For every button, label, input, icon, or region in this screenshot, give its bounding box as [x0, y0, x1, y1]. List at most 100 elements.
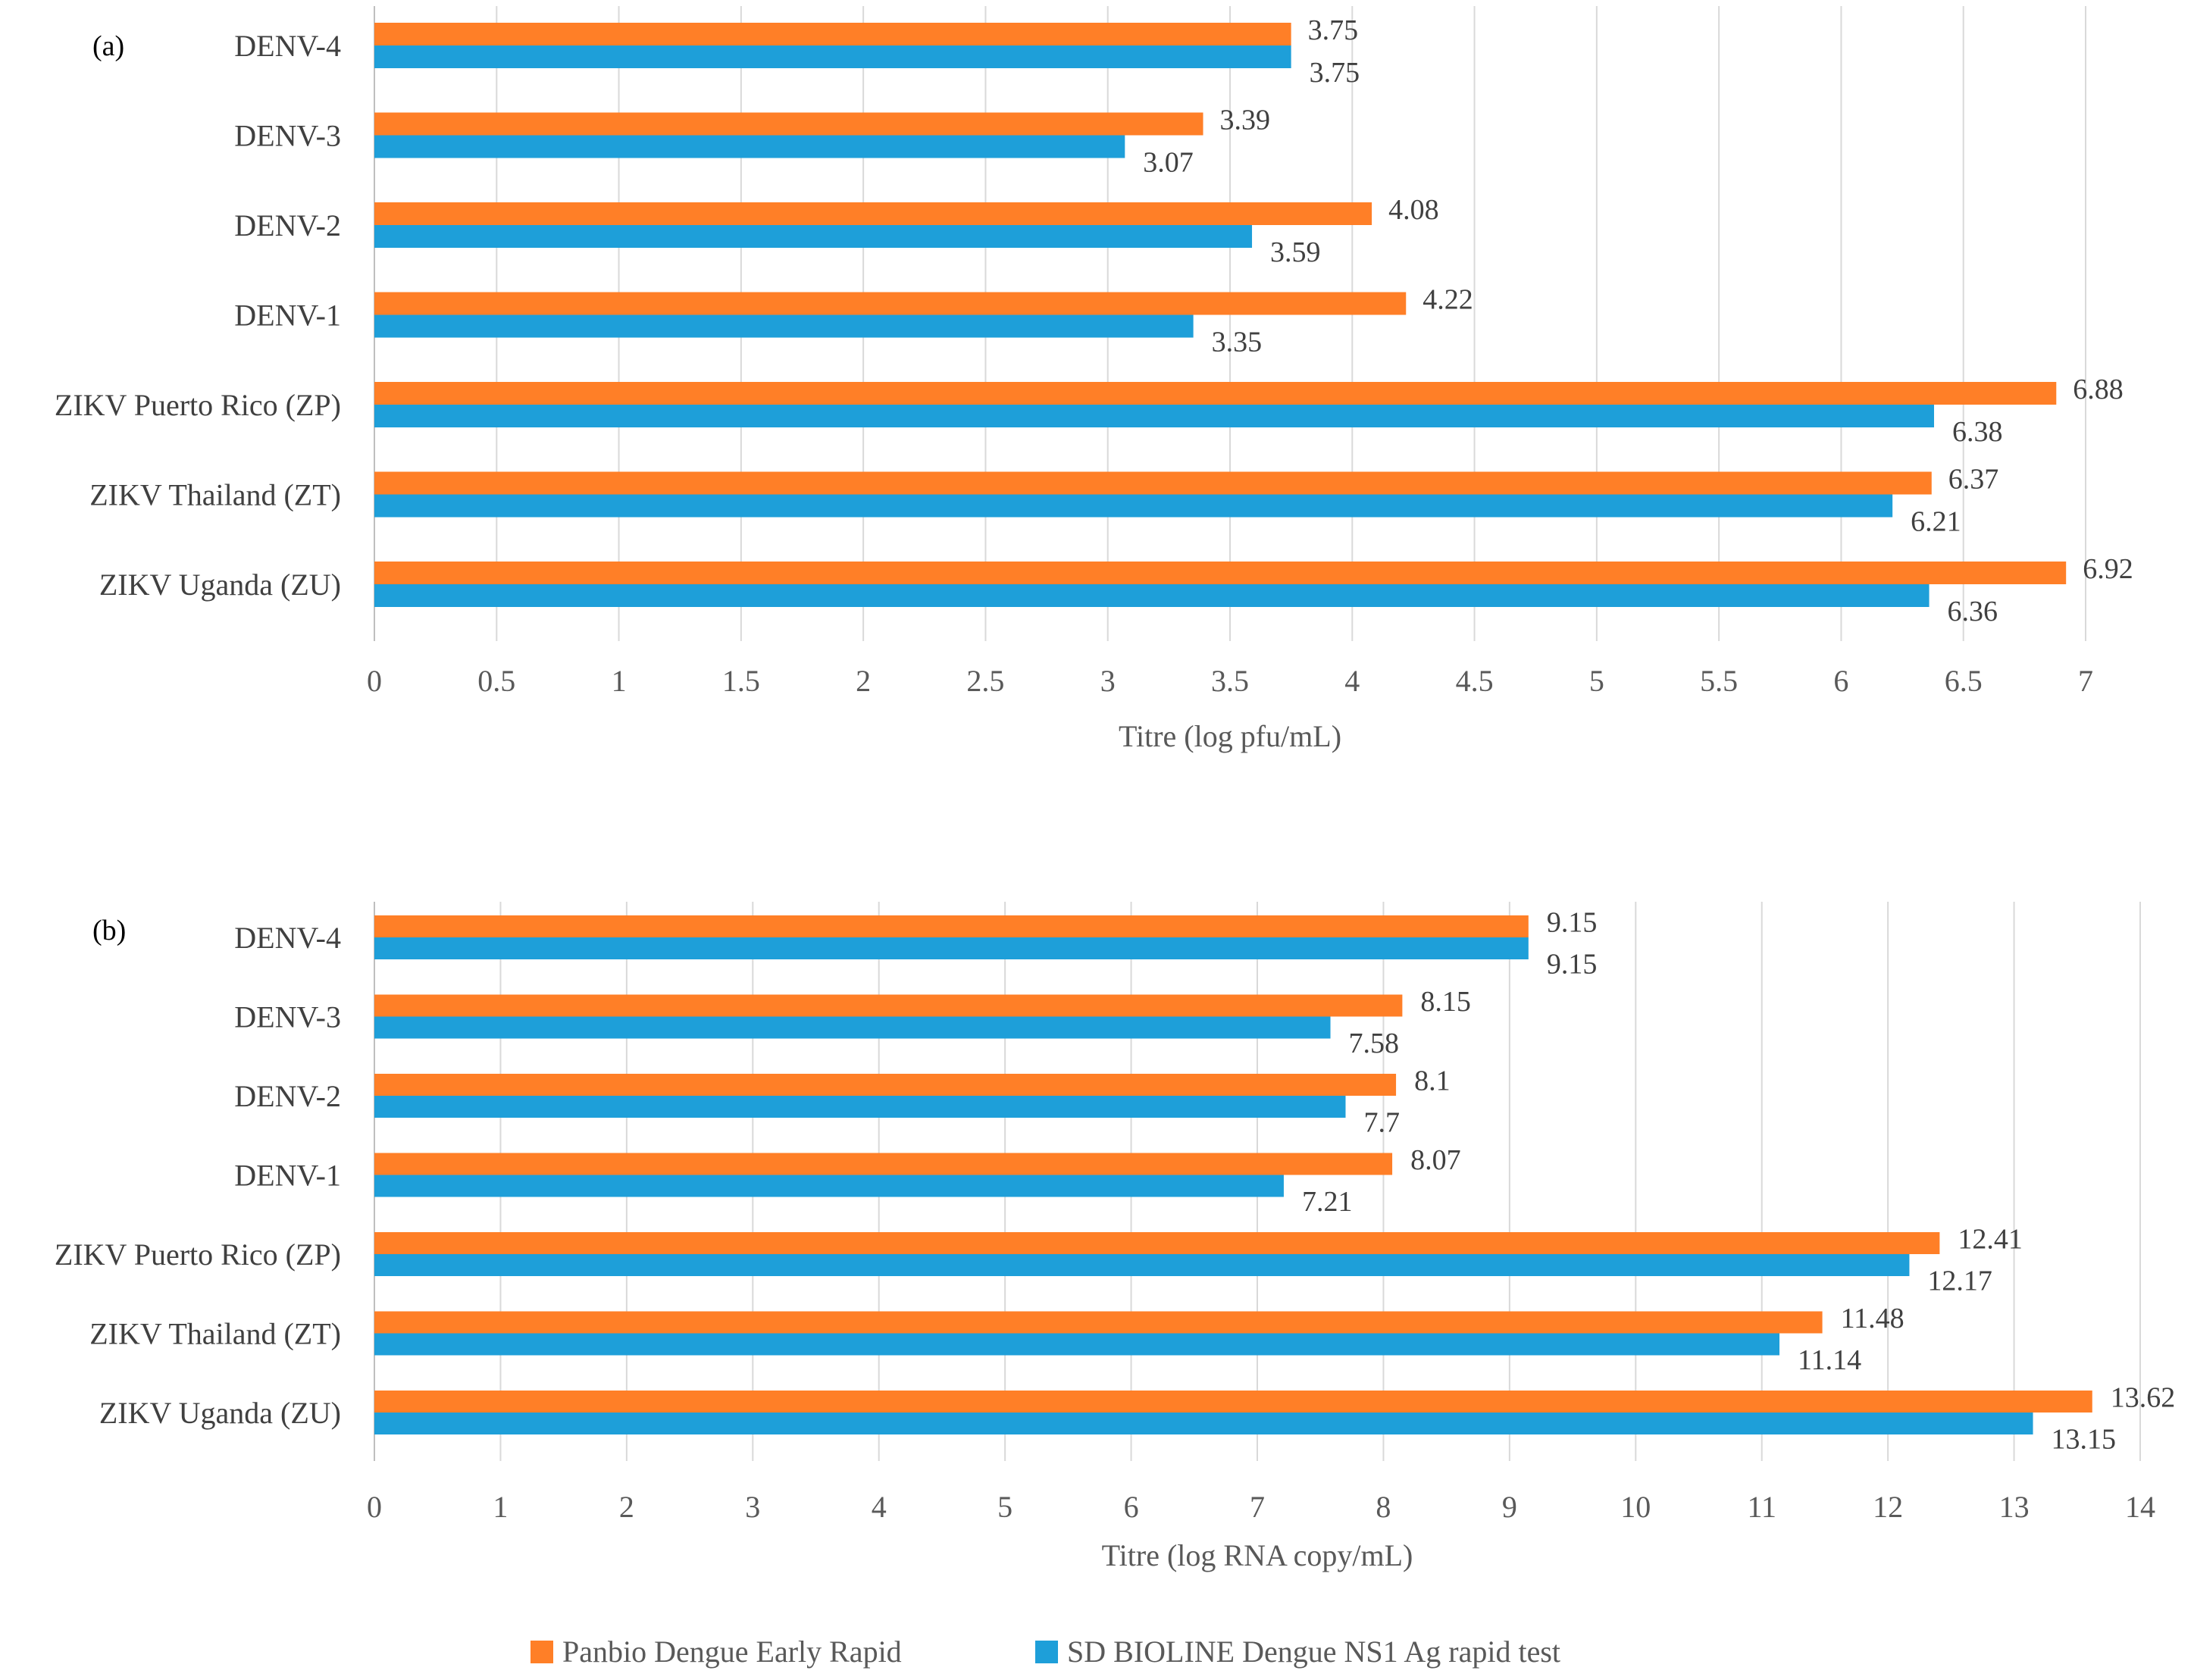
category-label: DENV-2 [234, 208, 341, 242]
x-axis-title: Titre (log RNA copy/mL) [1102, 1538, 1413, 1572]
data-label: 6.88 [2073, 374, 2124, 405]
panbio-bar [374, 994, 1403, 1017]
panbio-bar [374, 1153, 1393, 1175]
panbio-bar [374, 23, 1291, 45]
x-tick-label: 1 [612, 664, 627, 698]
category-label: DENV-4 [234, 29, 341, 63]
panbio-bar [374, 471, 1932, 495]
sd-bioline-bar [374, 937, 1529, 959]
data-label: 3.75 [1310, 57, 1360, 89]
panbio-bar [374, 292, 1407, 315]
panbio-bar [374, 915, 1529, 937]
sd-bioline-bar [374, 584, 1930, 607]
x-tick-label: 6 [1833, 664, 1848, 698]
sd-bioline-bar [374, 45, 1291, 68]
category-label: ZIKV Thailand (ZT) [89, 478, 341, 512]
legend-label: Panbio Dengue Early Rapid [562, 1635, 902, 1669]
sd-bioline-bar [374, 405, 1935, 427]
category-label: DENV-1 [234, 299, 341, 333]
x-tick-label: 10 [1620, 1490, 1651, 1524]
data-label: 8.07 [1410, 1144, 1461, 1176]
x-tick-label: 3.5 [1211, 664, 1249, 698]
chart-panel-a: 0 0.5 1 1.5 2 2.5 3 3.5 4 4.5 5 5.5 6 6.5 7 Titre (log … [55, 6, 2133, 753]
x-tick-label: 8 [1376, 1490, 1391, 1524]
data-label: 13.62 [2111, 1382, 2176, 1414]
panbio-bar [374, 382, 2057, 405]
x-tick-label: 3 [745, 1490, 760, 1524]
x-tick-label: 7 [1250, 1490, 1265, 1524]
legend: Panbio Dengue Early Rapid SD BIOLINE Deng… [531, 1635, 1560, 1669]
data-label: 6.36 [1948, 596, 1998, 627]
category-label: ZIKV Puerto Rico (ZP) [55, 388, 341, 422]
x-axis-title: Titre (log pfu/mL) [1119, 719, 1341, 753]
sd-bioline-bar [374, 1096, 1346, 1118]
data-label: 7.21 [1302, 1186, 1353, 1218]
x-tick-label: 6 [1124, 1490, 1139, 1524]
category-label: DENV-3 [234, 1000, 341, 1034]
category-label: ZIKV Thailand (ZT) [89, 1317, 341, 1351]
category-label: ZIKV Uganda (ZU) [99, 1396, 341, 1430]
x-tick-label: 9 [1502, 1490, 1517, 1524]
sd-bioline-bar [374, 1254, 1910, 1276]
data-label: 11.48 [1841, 1303, 1904, 1334]
panbio-bar [374, 562, 2067, 584]
data-label: 7.58 [1349, 1028, 1400, 1059]
sd-bioline-bar [374, 1333, 1780, 1356]
panel-label: (a) [92, 30, 124, 62]
legend-swatch [531, 1641, 553, 1663]
x-tick-label: 0.5 [477, 664, 515, 698]
x-tick-label: 5 [997, 1490, 1012, 1524]
data-label: 3.07 [1143, 147, 1194, 179]
category-label: DENV-1 [234, 1159, 341, 1193]
x-tick-label: 6.5 [1945, 664, 1983, 698]
x-tick-label: 4 [872, 1490, 887, 1524]
data-label: 6.38 [1952, 416, 2003, 448]
category-label: DENV-3 [234, 119, 341, 153]
data-label: 9.15 [1547, 949, 1597, 981]
panbio-bar [374, 1074, 1397, 1096]
panbio-bar [374, 1311, 1823, 1334]
sd-bioline-bar [374, 135, 1125, 158]
data-label: 13.15 [2052, 1424, 2117, 1456]
category-label: DENV-2 [234, 1079, 341, 1113]
data-label: 11.14 [1798, 1344, 1861, 1376]
sd-bioline-bar [374, 225, 1253, 248]
x-tick-label: 11 [1747, 1490, 1776, 1524]
x-tick-label: 0 [367, 664, 382, 698]
data-label: 9.15 [1547, 907, 1597, 939]
x-tick-label: 2 [856, 664, 871, 698]
panbio-bar [374, 112, 1203, 136]
panbio-bar [374, 1391, 2092, 1413]
data-label: 4.08 [1388, 194, 1439, 226]
x-tick-label: 2 [619, 1490, 634, 1524]
data-label: 4.22 [1423, 284, 1473, 316]
data-label: 8.15 [1420, 986, 1471, 1018]
x-tick-label: 5 [1589, 664, 1604, 698]
data-label: 12.41 [1958, 1224, 2023, 1256]
x-tick-label: 1.5 [722, 664, 760, 698]
category-label: DENV-4 [234, 921, 341, 955]
x-tick-label: 12 [1873, 1490, 1903, 1524]
panbio-bar [374, 202, 1372, 225]
data-label: 12.17 [1927, 1265, 1992, 1297]
x-tick-label: 7 [2078, 664, 2093, 698]
data-label: 6.92 [2083, 553, 2133, 585]
x-tick-label: 4 [1344, 664, 1360, 698]
data-label: 6.21 [1911, 506, 1961, 538]
x-tick-label: 5.5 [1700, 664, 1738, 698]
x-tick-label: 0 [367, 1490, 382, 1524]
x-tick-label: 4.5 [1456, 664, 1494, 698]
x-tick-label: 1 [493, 1490, 508, 1524]
x-tick-label: 3 [1100, 664, 1116, 698]
legend-label: SD BIOLINE Dengue NS1 Ag rapid test [1067, 1635, 1560, 1669]
panel-label: (b) [92, 915, 126, 946]
sd-bioline-bar [374, 314, 1194, 338]
x-tick-label: 2.5 [966, 664, 1004, 698]
sd-bioline-bar [374, 1016, 1331, 1039]
data-label: 8.1 [1414, 1065, 1451, 1097]
category-label: ZIKV Uganda (ZU) [99, 568, 341, 602]
sd-bioline-bar [374, 1175, 1284, 1197]
panbio-bar [374, 1232, 1940, 1254]
